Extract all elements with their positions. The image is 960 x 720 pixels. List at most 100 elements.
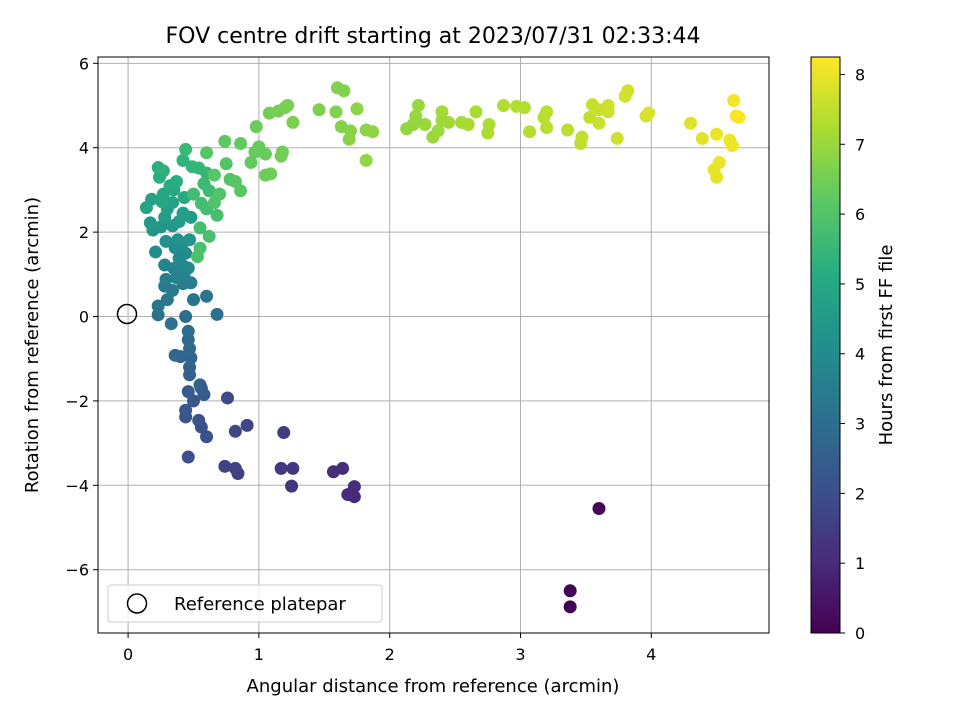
data-point (350, 102, 364, 116)
data-point (210, 307, 224, 321)
data-point (240, 418, 254, 432)
colorbar-tick-label: 5 (855, 275, 865, 294)
data-point (411, 99, 425, 113)
data-point (347, 480, 361, 494)
data-point (286, 461, 300, 475)
data-point (164, 317, 178, 331)
data-point (156, 164, 170, 178)
data-point (200, 430, 214, 444)
data-point (228, 424, 242, 438)
data-point (207, 168, 221, 182)
y-tick-label: 4 (79, 139, 89, 158)
x-tick-label: 3 (515, 645, 525, 664)
x-tick-label: 2 (385, 645, 395, 664)
data-point (342, 132, 356, 146)
x-axis-label: Angular distance from reference (arcmin) (247, 676, 620, 697)
data-point (183, 233, 197, 247)
data-point (181, 324, 195, 338)
data-point (151, 299, 165, 313)
data-point (281, 99, 295, 113)
data-point (575, 130, 589, 144)
x-tick-label: 1 (254, 645, 264, 664)
data-point (159, 272, 173, 286)
legend-label: Reference platepar (174, 594, 346, 615)
data-point (181, 261, 195, 275)
data-point (186, 187, 200, 201)
data-point (727, 93, 741, 107)
data-point (592, 116, 606, 130)
colorbar-tick-label: 1 (855, 554, 865, 573)
data-point (517, 101, 531, 115)
data-point (642, 106, 656, 120)
data-point (621, 84, 635, 98)
data-points (139, 81, 746, 614)
data-point (366, 125, 380, 139)
data-point (337, 84, 351, 98)
data-point (234, 137, 248, 151)
y-axis-label: Rotation from reference (arcmin) (22, 197, 43, 493)
data-point (285, 479, 299, 493)
y-tick-label: −4 (65, 476, 89, 495)
data-point (193, 378, 207, 392)
data-point (220, 391, 234, 405)
data-point (186, 293, 200, 307)
data-point (168, 348, 182, 362)
data-point (601, 99, 615, 113)
data-point (326, 465, 340, 479)
data-point (725, 139, 739, 153)
data-point (409, 109, 423, 123)
data-point (169, 174, 183, 188)
legend-marker (126, 593, 148, 614)
data-point (712, 155, 726, 169)
data-point (176, 153, 190, 167)
data-point (166, 283, 180, 297)
colorbar-tick-label: 8 (855, 65, 865, 84)
data-point (695, 131, 709, 145)
data-point (274, 461, 288, 475)
data-point (523, 125, 537, 139)
colorbar-tick-label: 7 (855, 135, 865, 154)
data-point (684, 116, 698, 130)
data-point (234, 184, 248, 198)
data-point (219, 157, 233, 171)
data-point (202, 229, 216, 243)
data-point (277, 426, 291, 440)
data-point (431, 124, 445, 138)
data-point (329, 105, 343, 119)
data-point (469, 105, 483, 119)
data-point (710, 170, 724, 184)
y-tick-label: −6 (65, 561, 89, 580)
data-point (540, 120, 554, 134)
data-point (418, 118, 432, 132)
data-point (218, 459, 232, 473)
data-point (200, 146, 214, 160)
data-point (732, 110, 746, 124)
data-point (176, 206, 190, 220)
data-point (228, 461, 242, 475)
data-point (210, 208, 224, 222)
data-point (563, 584, 577, 598)
colorbar-label: Hours from first FF file (876, 245, 897, 446)
data-point (435, 105, 449, 119)
y-tick-label: 6 (79, 54, 89, 73)
reference-platepar-marker (116, 303, 138, 325)
data-point (561, 123, 575, 137)
data-point (143, 216, 157, 230)
legend: Reference platepar (107, 584, 383, 623)
data-point (213, 187, 227, 201)
data-point (563, 600, 577, 614)
legend-box (107, 584, 383, 623)
data-point (482, 118, 496, 132)
data-point (149, 245, 163, 259)
plot-frame (97, 56, 770, 634)
data-point (264, 167, 278, 181)
data-point (192, 413, 206, 427)
data-point (275, 145, 289, 159)
colorbar-ticks: 0 1 2 3 4 5 6 7 8 (840, 65, 865, 643)
colorbar: 0 1 2 3 4 5 6 7 8 Hours from first FF file (810, 56, 897, 643)
data-point (592, 502, 606, 516)
data-point (244, 155, 258, 169)
data-point (258, 147, 272, 161)
data-point (496, 99, 510, 113)
